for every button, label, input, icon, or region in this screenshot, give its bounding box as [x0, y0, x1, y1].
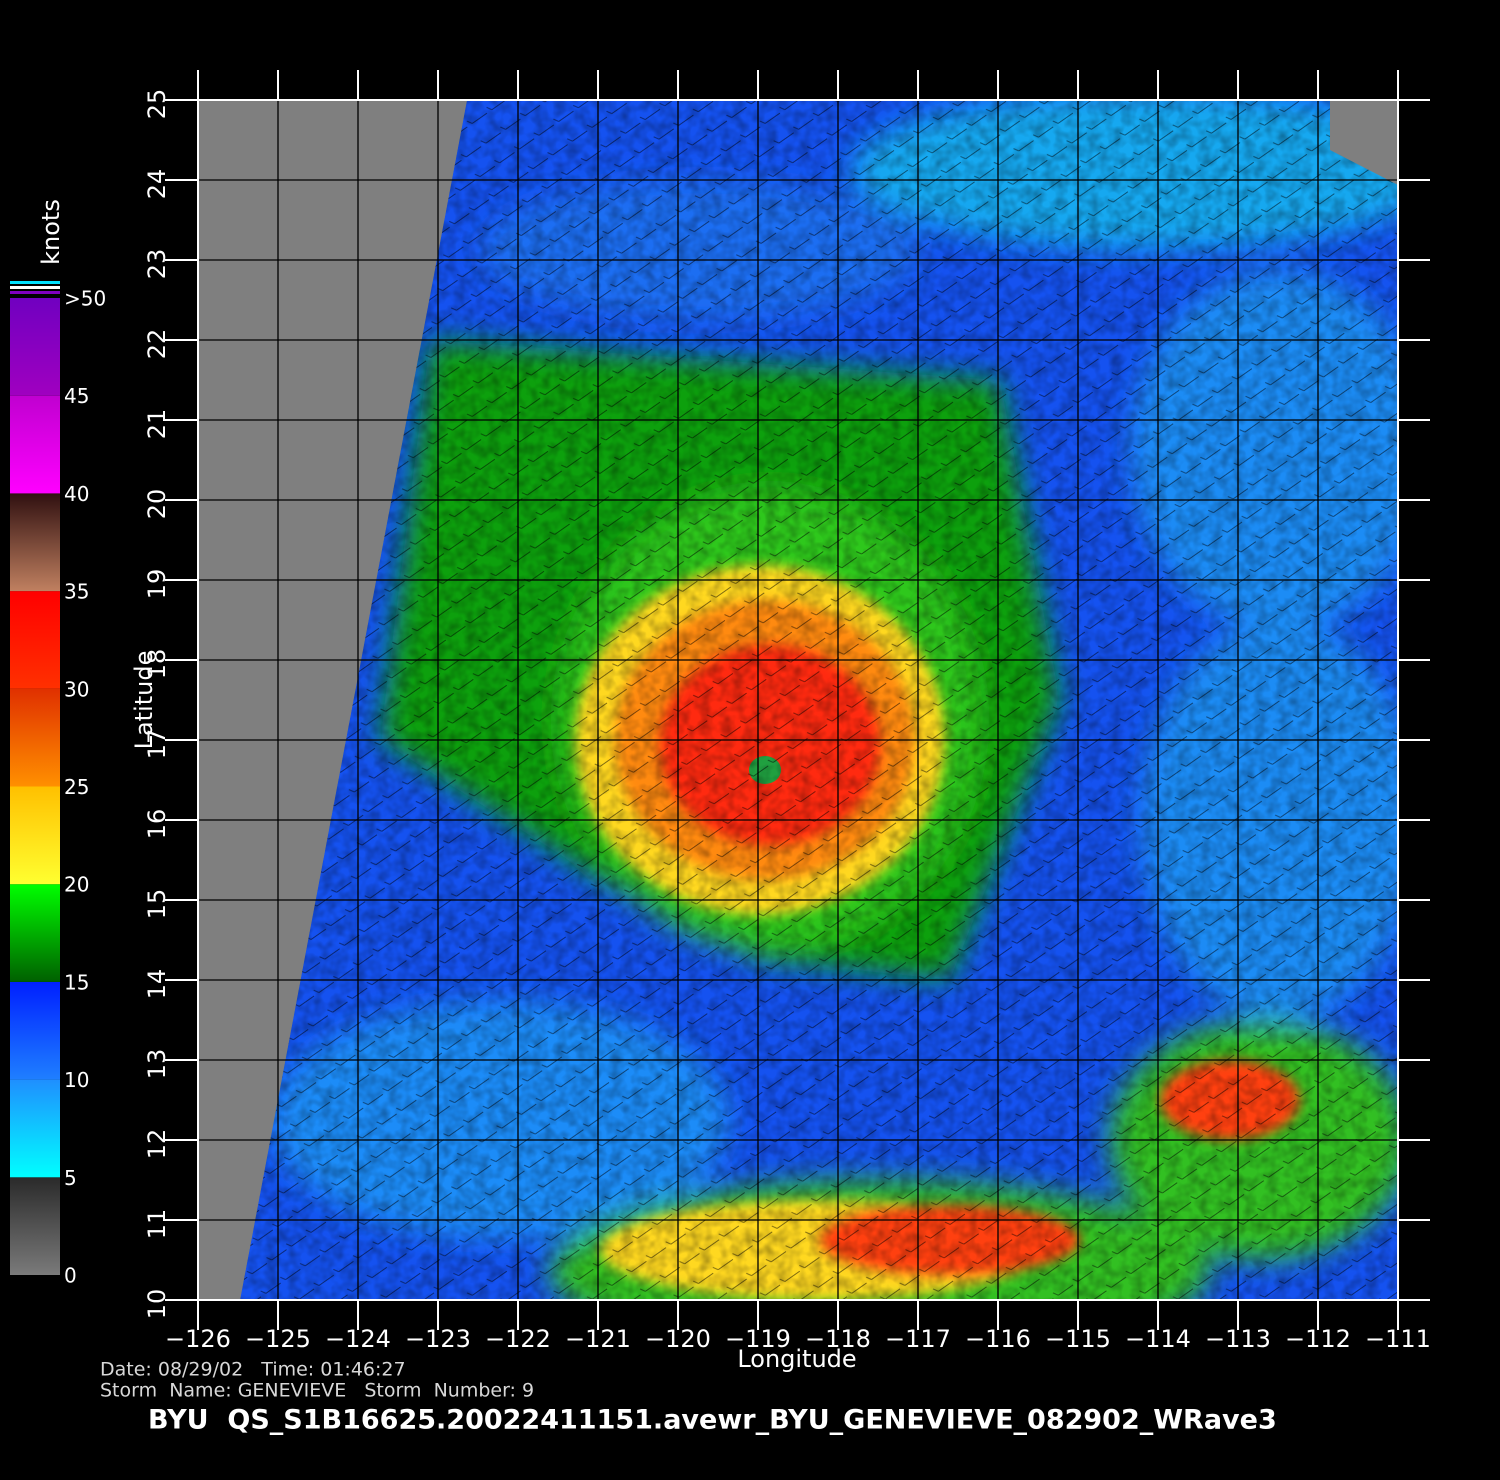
y-tick-label: 13 [143, 1049, 171, 1080]
colorbar-tick-label: 40 [64, 482, 89, 506]
x-axis-label: Longitude [737, 1345, 856, 1373]
y-tick-label: 17 [143, 729, 171, 760]
x-tick-label: −115 [1045, 1325, 1111, 1353]
storm-line: Storm Name: GENEVIEVE Storm Number: 9 [100, 1380, 534, 1402]
y-tick-label: 23 [143, 249, 171, 280]
x-tick-label: −112 [1285, 1325, 1351, 1353]
x-tick-label: −125 [245, 1325, 311, 1353]
colorbar-segment [10, 884, 60, 982]
x-tick-label: −116 [965, 1325, 1031, 1353]
y-tick-label: 15 [143, 889, 171, 920]
x-tick-label: −126 [165, 1325, 231, 1353]
colorbar-tick-label: 5 [64, 1166, 77, 1190]
colorbar-tick-label: 0 [64, 1264, 77, 1288]
colorbar-segment [10, 688, 60, 787]
x-tick-label: −120 [645, 1325, 711, 1353]
y-tick-label: 22 [143, 329, 171, 360]
colorbar-tick-label: 25 [64, 775, 89, 799]
x-tick-label: −114 [1125, 1325, 1191, 1353]
map-frame [197, 99, 1399, 1301]
colorbar-segment [10, 786, 60, 885]
colorbar-segment [10, 981, 60, 1080]
colorbar-tick-label: 15 [64, 970, 89, 994]
title: BYU QS_S1B16625.20022411151.avewr_BYU_GE… [148, 1405, 1277, 1436]
x-tick-label: −111 [1365, 1325, 1431, 1353]
y-tick-label: 12 [143, 1129, 171, 1160]
y-tick-label: 11 [143, 1209, 171, 1240]
axes: −126 −125 −124 −123 −122 −121 −120 −119 −118 −117… [143, 70, 1431, 1353]
y-tick-label: 21 [143, 409, 171, 440]
colorbar-segment [10, 1079, 60, 1178]
y-tick-label: 20 [143, 489, 171, 520]
colorbar-tick-label: 20 [64, 873, 89, 897]
y-tick-label: 16 [143, 809, 171, 840]
x-tick-label: −119 [725, 1325, 791, 1353]
date-line: Date: 08/29/02 Time: 01:46:27 [100, 1359, 406, 1381]
wind-imagery [198, 100, 1398, 1300]
y-axis-label: Latitude [130, 651, 158, 750]
x-tick-label: −118 [805, 1325, 871, 1353]
y-tick-label: 25 [143, 89, 171, 120]
x-tick-label: −123 [405, 1325, 471, 1353]
x-tick-label: −121 [565, 1325, 631, 1353]
colorbar-segment [10, 298, 60, 396]
colorbar-segment [10, 493, 60, 592]
colorbar-tick-label: >50 [64, 287, 106, 311]
colorbar-tick-label: 10 [64, 1068, 89, 1092]
x-tick-label: −124 [325, 1325, 391, 1353]
colorbar-label: knots [37, 199, 65, 265]
x-tick-label: −113 [1205, 1325, 1271, 1353]
colorbar-segment [10, 395, 60, 494]
colorbar: 0 5 10 15 20 25 30 35 40 45 >50 [10, 281, 106, 1288]
colorbar-segment [10, 591, 60, 689]
x-tick-label: −117 [885, 1325, 951, 1353]
x-tick-label: −122 [485, 1325, 551, 1353]
colorbar-tick-label: 30 [64, 677, 89, 701]
y-tick-label: 14 [143, 969, 171, 1000]
colorbar-tick-label: 35 [64, 580, 89, 604]
y-tick-label: 19 [143, 569, 171, 600]
y-tick-label: 24 [143, 169, 171, 200]
colorbar-tick-label: 45 [64, 384, 89, 408]
y-tick-label: 10 [143, 1289, 171, 1320]
colorbar-segment [10, 1177, 60, 1275]
y-tick-label: 18 [143, 649, 171, 680]
